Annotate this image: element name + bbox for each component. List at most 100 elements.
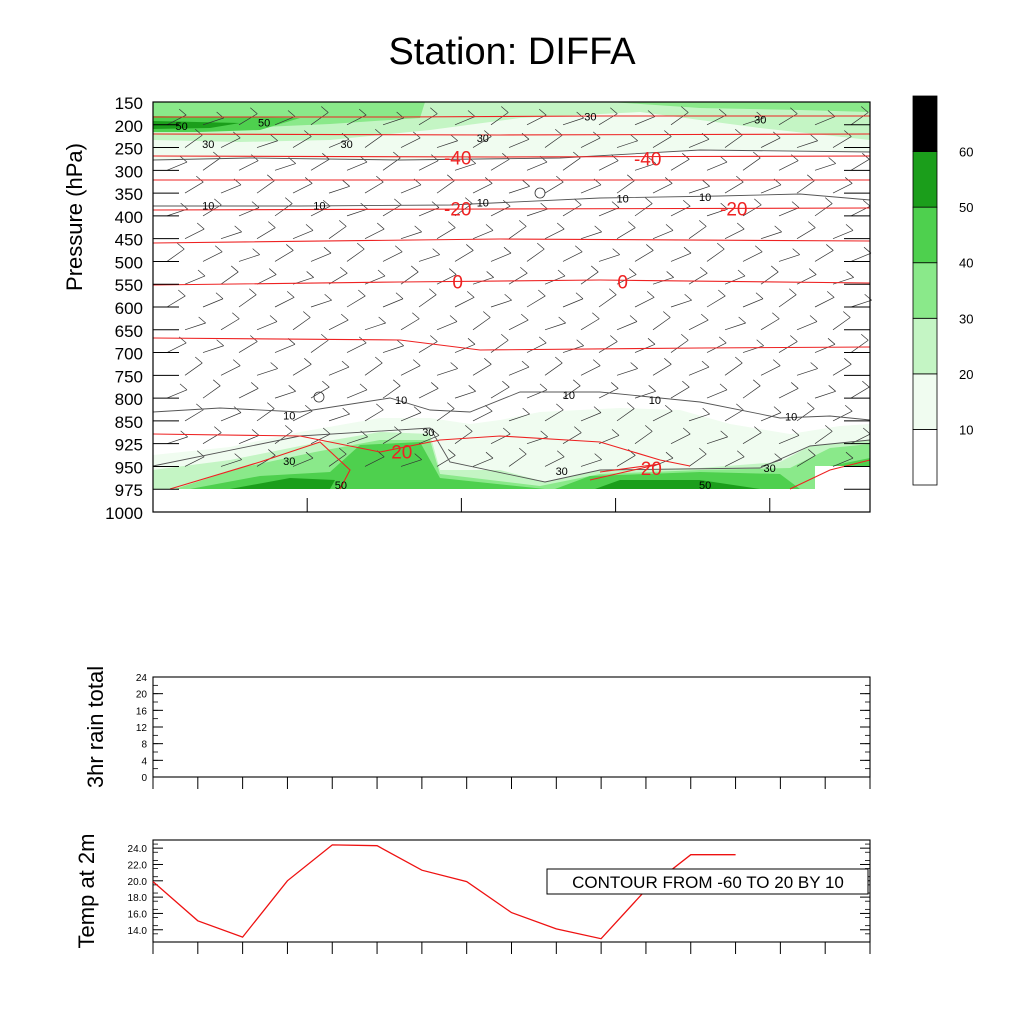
wind-barb-flag bbox=[610, 335, 618, 342]
wind-barb bbox=[256, 180, 275, 194]
wind-barb bbox=[760, 365, 781, 376]
temperature-contour-label: -40 bbox=[444, 148, 471, 169]
wind-barb-flag bbox=[681, 106, 689, 113]
wind-barb bbox=[472, 230, 494, 239]
wind-barb bbox=[742, 432, 762, 444]
wind-barb bbox=[400, 459, 422, 467]
wind-barb bbox=[616, 274, 637, 285]
wind-barb bbox=[274, 116, 296, 126]
wind-barb-flag bbox=[484, 130, 492, 137]
wind-barb-flag bbox=[304, 130, 312, 137]
wind-barb bbox=[418, 341, 438, 353]
wind-barb-flag bbox=[411, 265, 419, 273]
wind-barb bbox=[220, 231, 242, 239]
wind-barb-flag bbox=[718, 289, 726, 297]
wind-barb-flag bbox=[717, 242, 725, 250]
temperature-contour-line bbox=[152, 433, 691, 467]
wind-barb bbox=[238, 341, 258, 353]
wind-barb-flag bbox=[790, 335, 798, 342]
temperature-contour-line bbox=[152, 155, 871, 158]
wind-barb-flag bbox=[449, 315, 458, 322]
wind-barb-flag bbox=[341, 360, 350, 368]
wind-barb-flag bbox=[539, 383, 548, 391]
temperature-contour-label: 20 bbox=[641, 459, 662, 480]
wind-speed-contour-label: 50 bbox=[335, 480, 347, 492]
wind-barb bbox=[742, 298, 764, 308]
wind-barb-flag bbox=[414, 453, 422, 460]
wind-barb bbox=[724, 134, 743, 148]
wind-barb-flag bbox=[555, 356, 563, 364]
wind-barb-flag bbox=[412, 359, 421, 366]
wind-barb-flag bbox=[232, 131, 241, 139]
wind-barb bbox=[814, 203, 833, 217]
wind-barb-flag bbox=[322, 380, 330, 388]
y-tick-label: 22.0 bbox=[128, 860, 148, 871]
wind-barb bbox=[706, 248, 725, 262]
wind-barb-flag bbox=[413, 406, 422, 413]
wind-barb-flag bbox=[861, 333, 869, 341]
wind-barb bbox=[778, 388, 799, 399]
wind-barb bbox=[256, 368, 278, 376]
wind-barb bbox=[544, 322, 566, 331]
wind-barb bbox=[526, 161, 548, 171]
temp2m-panel: 14.0 16.0 18.0 20.0 22.0 24.0 CONTOUR FROM -6… bbox=[74, 834, 871, 954]
wind-barb-flag bbox=[827, 338, 836, 345]
wind-barb-flag bbox=[214, 245, 223, 253]
wind-barb bbox=[382, 204, 402, 217]
wind-barb bbox=[634, 297, 655, 308]
wind-speed-fill-region bbox=[610, 102, 870, 112]
wind-barb-flag bbox=[699, 220, 707, 227]
wind-barb-flag bbox=[719, 383, 728, 391]
wind-barb-flag bbox=[627, 402, 635, 409]
wind-barb-flag bbox=[252, 248, 260, 255]
wind-barb bbox=[832, 183, 853, 194]
wind-barb-flag bbox=[735, 356, 743, 364]
wind-speed-contour-label: 10 bbox=[617, 193, 629, 205]
wind-speed-contour-label: 10 bbox=[313, 200, 325, 212]
temperature-contour-label: -20 bbox=[444, 200, 471, 221]
wind-barb bbox=[328, 138, 350, 148]
y-tick-label: 550 bbox=[115, 276, 143, 295]
wind-barb bbox=[184, 134, 203, 148]
temperature-contour-line bbox=[152, 238, 871, 244]
wind-barb-flag bbox=[538, 289, 546, 297]
wind-barb bbox=[346, 295, 366, 308]
wind-barb bbox=[274, 343, 296, 353]
temperature-contour-line bbox=[152, 279, 871, 286]
rain-y-axis-label: 3hr rain total bbox=[83, 666, 108, 788]
wind-barb bbox=[382, 385, 401, 399]
wind-speed-contour-label: 10 bbox=[395, 395, 407, 407]
y-tick-label: 350 bbox=[115, 185, 143, 204]
wind-barb bbox=[184, 322, 206, 331]
wind-barb bbox=[778, 294, 797, 308]
wind-barb-flag bbox=[486, 271, 494, 278]
wind-barb bbox=[364, 228, 385, 239]
wind-barb-flag bbox=[700, 313, 709, 321]
wind-barb bbox=[364, 275, 386, 285]
wind-barb bbox=[490, 299, 512, 308]
wind-barb-flag bbox=[610, 154, 619, 161]
wind-barb bbox=[796, 140, 818, 148]
wind-barb bbox=[400, 231, 422, 239]
wind-barb-flag bbox=[774, 225, 782, 233]
wind-barb-flag bbox=[630, 134, 638, 142]
wind-barb bbox=[220, 271, 239, 285]
wind-barb-flag bbox=[197, 269, 206, 277]
y-tick-label: 20 bbox=[136, 690, 148, 701]
wind-barb-flag bbox=[465, 197, 473, 204]
wind-barb bbox=[526, 389, 548, 399]
wind-barb-flag bbox=[250, 382, 259, 389]
wind-barb-flag bbox=[430, 335, 438, 342]
wind-barb-flag bbox=[790, 154, 799, 161]
wind-barb bbox=[202, 385, 221, 399]
wind-barb-flag bbox=[753, 151, 761, 159]
wind-barb-flag bbox=[610, 382, 619, 389]
wind-barb-flag bbox=[629, 315, 638, 322]
wind-barb bbox=[166, 248, 185, 262]
wind-barb-flag bbox=[432, 248, 440, 255]
calm-wind-circle bbox=[534, 187, 546, 199]
wind-barb bbox=[436, 227, 456, 239]
wind-speed-contour-label: 10 bbox=[563, 390, 575, 402]
wind-barb bbox=[706, 436, 728, 444]
wind-barb-flag bbox=[196, 222, 205, 230]
